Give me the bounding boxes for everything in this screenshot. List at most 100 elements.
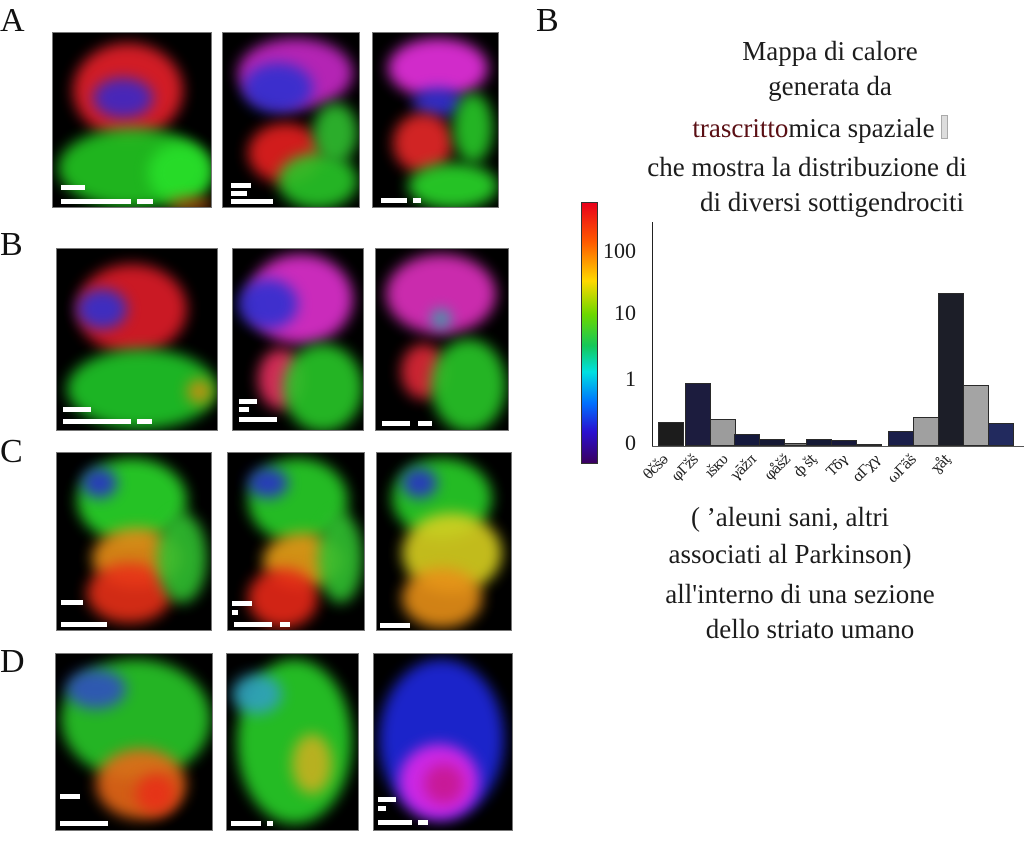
bar-2 [685, 383, 711, 446]
fluorescence-region [313, 103, 358, 163]
bar-3 [710, 419, 736, 446]
bar-14 [988, 423, 1014, 446]
fluorescence-region [157, 513, 207, 603]
micrograph-b-2 [232, 248, 364, 431]
scale-bar [378, 820, 412, 825]
caption-line-4: che mostra la distribuzione di [647, 152, 967, 182]
caption-highlight: trascritto [692, 113, 789, 143]
scale-bar [60, 821, 108, 826]
text-cursor-icon [940, 115, 948, 139]
fluorescence-region [93, 78, 153, 118]
caption-lower-3: all'interno di una sezione [665, 579, 935, 609]
scale-bar [61, 185, 85, 190]
scale-bar [231, 183, 251, 188]
fluorescence-region [232, 674, 282, 714]
colorbar-tick-100: 100 [603, 238, 636, 263]
caption-line-1: Mappa di calore [742, 36, 918, 66]
scale-bar [232, 610, 238, 615]
bar-11 [913, 417, 939, 446]
caption-lower-2: associati al Parkinson) [668, 539, 912, 569]
scale-bar [239, 399, 257, 404]
caption-lower-1: ( ’aleuni sani, altri [691, 502, 889, 532]
fluorescence-region [136, 774, 176, 814]
panel-label-b: B [536, 2, 559, 39]
fluorescence-region [66, 669, 126, 709]
y-axis [652, 222, 653, 447]
scale-bar [60, 794, 80, 799]
micrograph-c-2 [227, 452, 365, 631]
bar-7 [806, 439, 832, 446]
bar-13 [963, 385, 989, 446]
scale-bar [137, 199, 153, 204]
x-axis [652, 446, 1024, 447]
colorbar [581, 202, 598, 464]
fluorescence-region [408, 163, 498, 207]
fluorescence-region [278, 153, 358, 207]
fluorescence-region [77, 289, 127, 329]
scale-bar [267, 821, 273, 826]
micrograph-d-3 [373, 653, 513, 831]
scale-bar [231, 199, 273, 204]
fluorescence-region [318, 513, 363, 603]
x-tick-label: θčšə [640, 452, 672, 483]
fluorescence-region [431, 309, 451, 329]
scale-bar [61, 600, 83, 605]
scale-bar [380, 623, 410, 628]
scale-bar [232, 601, 252, 606]
fluorescence-region [248, 568, 318, 628]
scale-bar [378, 806, 386, 811]
scale-bar [413, 198, 421, 203]
scale-bar [418, 421, 432, 426]
x-tick-label: φΓžš [668, 452, 702, 485]
fluorescence-region [248, 468, 288, 498]
fluorescence-region [243, 63, 313, 113]
micrograph-a-2 [222, 32, 360, 208]
bar-8 [831, 440, 857, 446]
fluorescence-region [238, 279, 298, 329]
x-tick-label: ɣåţ [928, 452, 954, 478]
bar-9 [856, 444, 882, 446]
micrograph-d-2 [226, 653, 359, 831]
scale-bar [234, 622, 272, 627]
bar-1 [658, 422, 684, 446]
colorbar-tick-0: 0 [625, 430, 636, 455]
caption-line-5: di diversi sottigendrociti [700, 187, 964, 217]
caption-lower-4: dello striato umano [705, 614, 915, 644]
bar-10 [888, 431, 914, 446]
fluorescence-region [402, 468, 437, 498]
fluorescence-region [424, 764, 464, 804]
row-label-a: A [0, 2, 25, 39]
scale-bar [63, 407, 91, 412]
x-tick-label: ωΓãš [884, 452, 920, 487]
micrograph-c-3 [376, 452, 512, 631]
micrograph-c-1 [56, 452, 212, 631]
scale-bar [61, 622, 107, 627]
row-label-c: C [0, 433, 23, 470]
scale-bar [231, 191, 247, 196]
row-label-b: B [0, 226, 23, 263]
micrograph-b-3 [375, 248, 509, 431]
fluorescence-region [292, 734, 332, 794]
scale-bar [239, 407, 249, 412]
fluorescence-region [402, 568, 482, 628]
scale-bar [239, 417, 277, 422]
micrograph-b-1 [56, 248, 218, 431]
fluorescence-region [148, 143, 211, 203]
bar-4 [734, 434, 760, 446]
fluorescence-region [283, 344, 363, 430]
fluorescence-region [431, 339, 506, 430]
x-tick-label: Τδγ [823, 452, 852, 480]
scale-bar [63, 419, 131, 424]
caption-line-2: generata da [768, 71, 892, 101]
colorbar-tick-10: 10 [614, 300, 636, 325]
bar-5 [759, 439, 785, 446]
scale-bar [418, 820, 428, 825]
fluorescence-region [187, 379, 212, 404]
scale-bar [137, 419, 152, 424]
caption-line-3: trascrittomica spaziale [620, 112, 1020, 144]
caption-line-3-rest: mica spaziale [788, 113, 935, 143]
scale-bar [231, 821, 261, 826]
colorbar-tick-1: 1 [625, 366, 636, 391]
scale-bar [280, 622, 290, 627]
scale-bar [61, 199, 131, 204]
